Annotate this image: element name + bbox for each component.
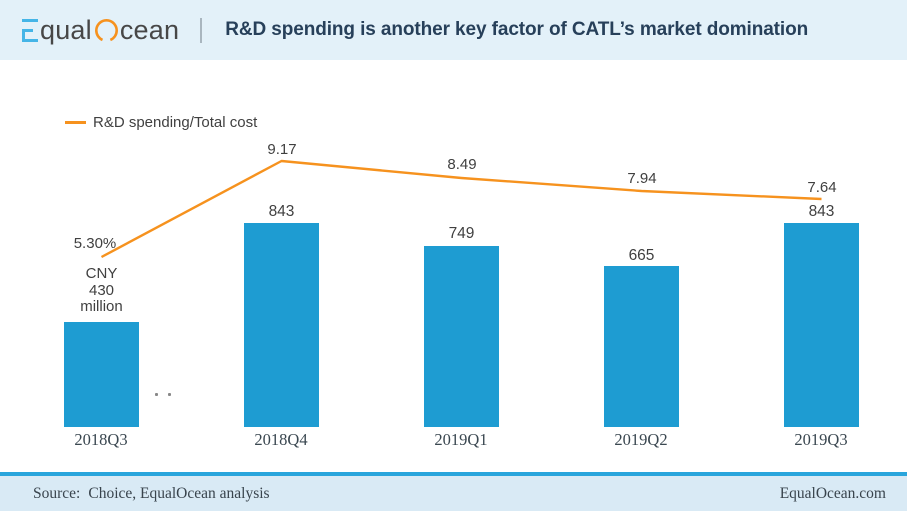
legend-label: R&D spending/Total cost (93, 114, 258, 131)
bar-value-2019Q2: 665 (628, 247, 655, 264)
bar-2019Q1 (424, 246, 499, 427)
bar-note-line-3: million (80, 298, 123, 315)
logo-e-icon (22, 18, 38, 42)
source-note: Source: Choice, EqualOcean analysis (33, 485, 270, 503)
legend-line-swatch (65, 121, 86, 124)
bar-2018Q3 (64, 322, 139, 427)
legend: R&D spending/Total cost (65, 114, 257, 131)
line-value-2019Q2: 7.94 (627, 170, 657, 187)
header-divider (200, 17, 203, 43)
bar-2019Q3 (784, 223, 859, 427)
bar-value-2019Q3: 843 (808, 203, 835, 220)
footer-accent-line (0, 472, 907, 476)
x-label-2018Q4: 2018Q4 (254, 430, 308, 449)
stray-dot-1 (155, 393, 158, 396)
logo-text-cean: cean (119, 14, 180, 45)
header: qual cean R&D spending is another key fa… (0, 0, 907, 60)
footer: Source: Choice, EqualOcean analysis Equal… (0, 476, 907, 511)
x-label-2019Q2: 2019Q2 (614, 430, 668, 449)
x-label-2018Q3: 2018Q3 (74, 430, 128, 449)
page-title: R&D spending is another key factor of CA… (225, 19, 809, 40)
stray-dot-2 (168, 393, 171, 396)
bar-value-2019Q1: 749 (448, 225, 475, 242)
bar-note-2018Q3: CNY 430 million (54, 265, 149, 316)
source-label: Source: (33, 484, 81, 502)
site-link: EqualOcean.com (779, 484, 886, 502)
bar-value-2018Q4: 843 (268, 203, 295, 220)
line-value-2018Q3: 5.30% (73, 235, 117, 252)
equalocean-logo: qual cean (22, 15, 179, 46)
line-value-2019Q1: 8.49 (447, 156, 477, 173)
logo-text-qual: qual (40, 14, 92, 45)
x-label-2019Q3: 2019Q3 (794, 430, 848, 449)
line-value-2019Q3: 7.64 (807, 179, 837, 196)
x-label-2019Q1: 2019Q1 (434, 430, 488, 449)
line-value-2018Q4: 9.17 (267, 141, 297, 158)
source-value: Choice, EqualOcean analysis (88, 484, 270, 502)
bar-note-line-2: 430 (88, 281, 115, 299)
bar-2019Q2 (604, 266, 679, 427)
bar-note-line-1: CNY (85, 265, 118, 282)
bar-2018Q4 (244, 223, 319, 427)
logo-o-icon (93, 18, 120, 45)
